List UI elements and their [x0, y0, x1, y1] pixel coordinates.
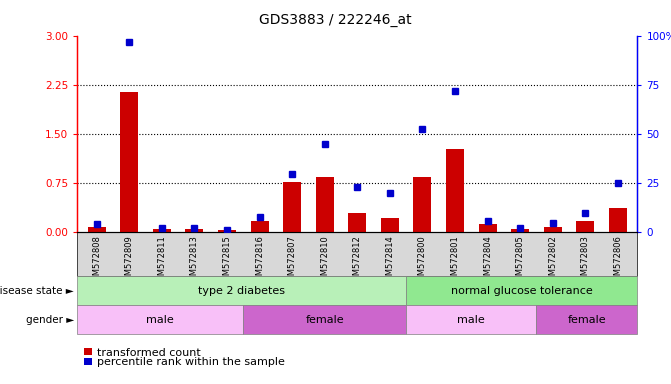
Bar [413, 177, 431, 232]
Bar [348, 213, 366, 232]
Text: female: female [568, 314, 607, 325]
Text: female: female [305, 314, 344, 325]
Text: percentile rank within the sample: percentile rank within the sample [97, 357, 285, 367]
Bar [251, 220, 268, 232]
Bar [576, 220, 595, 232]
Text: normal glucose tolerance: normal glucose tolerance [451, 286, 592, 296]
Text: disease state ►: disease state ► [0, 286, 74, 296]
Bar [609, 207, 627, 232]
Text: gender ►: gender ► [25, 314, 74, 325]
Bar [446, 149, 464, 232]
Bar [511, 229, 529, 232]
Bar [478, 224, 497, 232]
Text: type 2 diabetes: type 2 diabetes [198, 286, 285, 296]
Bar [153, 229, 171, 232]
Bar [88, 227, 105, 232]
Bar [316, 177, 333, 232]
Bar [544, 227, 562, 232]
Text: male: male [458, 314, 485, 325]
Text: male: male [146, 314, 174, 325]
Bar [185, 229, 203, 232]
Bar [120, 92, 138, 232]
Bar [283, 182, 301, 232]
Text: transformed count: transformed count [97, 348, 201, 358]
Bar [381, 218, 399, 232]
Text: GDS3883 / 222246_at: GDS3883 / 222246_at [259, 13, 412, 27]
Bar [218, 230, 236, 232]
